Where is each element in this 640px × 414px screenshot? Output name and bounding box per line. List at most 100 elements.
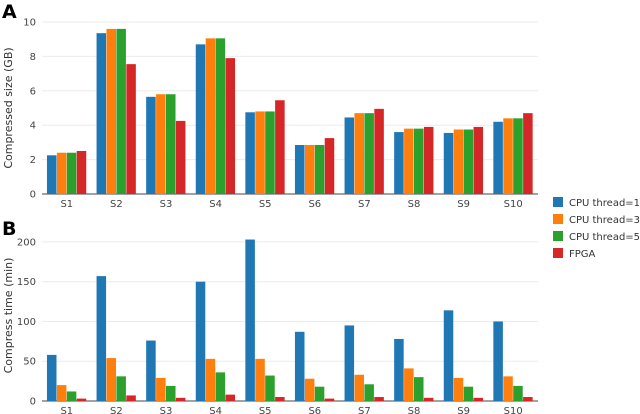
y-tick-label: 50 (23, 357, 36, 368)
y-tick-label: 200 (17, 237, 36, 248)
bar (294, 331, 305, 401)
bar (116, 28, 126, 194)
bar (473, 126, 484, 194)
bar (126, 64, 136, 194)
bar (314, 144, 325, 194)
bar (215, 372, 226, 401)
x-tick-label: S10 (504, 199, 523, 210)
y-axis-title: Compress time (min) (2, 258, 15, 374)
x-tick-label: S10 (504, 406, 523, 414)
bar (304, 144, 315, 194)
bar (175, 120, 186, 194)
legend-swatch (553, 231, 563, 241)
bar (423, 126, 434, 194)
bar (493, 121, 503, 194)
bar (344, 117, 355, 194)
bar (294, 144, 305, 194)
legend-label: FPGA (569, 249, 596, 260)
x-tick-label: S7 (358, 199, 371, 210)
bar (56, 152, 67, 194)
bar (146, 340, 156, 401)
bar (404, 128, 414, 194)
bar (96, 276, 107, 401)
bar (463, 129, 474, 194)
y-tick-label: 6 (30, 86, 36, 97)
y-tick-label: 2 (30, 155, 36, 166)
x-tick-label: S6 (308, 406, 321, 414)
bar (414, 377, 424, 401)
legend-swatch (553, 248, 563, 258)
legend-swatch (553, 197, 563, 207)
y-tick-label: 100 (17, 317, 36, 328)
bar (156, 94, 166, 194)
bar (106, 28, 116, 194)
bar (275, 100, 285, 194)
bar (374, 108, 384, 194)
bar (304, 378, 315, 401)
panel-label: B (2, 218, 16, 240)
bar (324, 138, 335, 194)
x-tick-label: S7 (358, 406, 371, 414)
bar (275, 397, 285, 401)
bar (523, 397, 533, 401)
bar (265, 375, 275, 401)
legend-label: CPU thread=3 (569, 215, 640, 226)
bar (493, 321, 503, 401)
bar (453, 377, 464, 401)
x-tick-label: S8 (408, 199, 421, 210)
bar (344, 325, 355, 401)
bar (225, 58, 236, 195)
bar (255, 111, 265, 194)
bar (364, 384, 374, 401)
x-tick-label: S9 (457, 406, 470, 414)
bar (205, 38, 216, 195)
bar (96, 33, 107, 195)
bar (195, 44, 206, 194)
y-tick-label: 0 (30, 190, 36, 201)
legend: CPU thread=1 CPU thread=3 CPU thread=5 FPGA (553, 197, 640, 260)
y-tick-label: 0 (30, 397, 36, 408)
x-tick-label: S2 (110, 406, 123, 414)
bar (324, 398, 335, 401)
bar (394, 338, 404, 401)
x-tick-label: S1 (60, 199, 73, 210)
bar (46, 354, 57, 401)
bar (404, 368, 414, 401)
bar (146, 96, 156, 194)
x-tick-label: S3 (160, 406, 173, 414)
bar (503, 376, 513, 401)
bar (116, 376, 126, 401)
bar (314, 386, 325, 401)
bar (503, 118, 513, 194)
y-axis-title: Compressed size (GB) (2, 47, 15, 168)
legend-label: CPU thread=5 (569, 232, 640, 243)
bar (66, 391, 77, 401)
x-tick-label: S2 (110, 199, 123, 210)
bar (463, 386, 474, 401)
bar (195, 281, 206, 401)
x-tick-label: S5 (259, 406, 272, 414)
bar (56, 385, 67, 401)
bar (245, 239, 255, 401)
bar (126, 395, 136, 401)
bar (364, 113, 374, 194)
bar (394, 132, 404, 194)
bar (374, 397, 384, 401)
bar (46, 155, 57, 194)
bar (354, 113, 364, 194)
bar (513, 118, 523, 194)
bar (414, 128, 424, 194)
bar (513, 385, 523, 401)
bar (166, 94, 176, 194)
x-tick-label: S5 (259, 199, 272, 210)
bar (354, 374, 364, 401)
bar (106, 358, 116, 401)
bar (76, 151, 87, 194)
bar (205, 358, 216, 401)
bar (473, 397, 484, 401)
y-tick-label: 150 (17, 277, 36, 288)
y-tick-label: 8 (30, 52, 36, 63)
bar (225, 394, 236, 401)
